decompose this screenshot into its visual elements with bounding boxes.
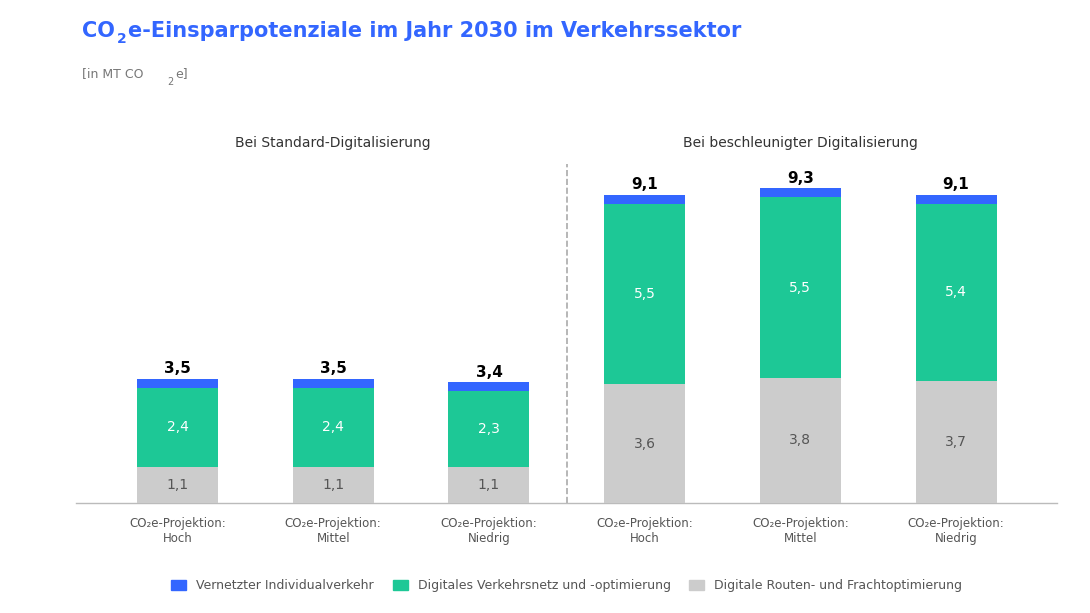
Text: 3,6: 3,6	[633, 436, 656, 451]
Legend: Vernetzter Individualverkehr, Digitales Verkehrsnetz und -optimierung, Digitale : Vernetzter Individualverkehr, Digitales …	[171, 579, 962, 592]
Text: 3,4: 3,4	[475, 365, 502, 379]
Text: 2: 2	[117, 32, 126, 47]
Text: e]: e]	[175, 67, 189, 80]
Text: 3,7: 3,7	[945, 435, 967, 449]
Text: 9,1: 9,1	[943, 177, 969, 192]
Bar	[604, 195, 686, 204]
Text: 5,5: 5,5	[789, 281, 811, 295]
Bar	[137, 466, 218, 503]
Text: 0,035: 0,035	[629, 194, 661, 204]
Bar	[760, 378, 840, 503]
Text: CO: CO	[82, 21, 114, 42]
Bar	[293, 466, 374, 503]
Text: 0,0030: 0,0030	[314, 378, 352, 388]
Text: e-Einsparpotenziale im Jahr 2030 im Verkehrssektor: e-Einsparpotenziale im Jahr 2030 im Verk…	[128, 21, 741, 42]
Text: 3,8: 3,8	[789, 433, 811, 447]
Bar	[293, 378, 374, 388]
Text: 5,4: 5,4	[945, 286, 967, 300]
Text: Bei Standard-Digitalisierung: Bei Standard-Digitalisierung	[235, 135, 431, 150]
Bar	[916, 194, 996, 204]
Text: 2: 2	[167, 77, 173, 86]
Text: 3,5: 3,5	[319, 361, 347, 376]
Bar	[604, 384, 686, 503]
Text: [in MT CO: [in MT CO	[82, 67, 143, 80]
Text: 0,0034: 0,0034	[158, 378, 197, 388]
Bar	[293, 388, 374, 466]
Bar	[916, 381, 996, 503]
Bar	[137, 378, 218, 388]
Bar	[760, 188, 840, 197]
Bar	[604, 204, 686, 384]
Bar	[760, 197, 840, 378]
Text: 1,1: 1,1	[323, 478, 344, 492]
Text: 2,4: 2,4	[167, 420, 189, 434]
Bar	[448, 391, 530, 466]
Text: 9,1: 9,1	[631, 177, 658, 192]
Bar	[448, 382, 530, 391]
Text: 1,1: 1,1	[477, 478, 500, 492]
Text: 9,3: 9,3	[787, 171, 814, 186]
Text: 0,023: 0,023	[941, 194, 972, 204]
Bar	[916, 204, 996, 381]
Bar	[137, 388, 218, 466]
Text: Bei beschleunigter Digitalisierung: Bei beschleunigter Digitalisierung	[683, 135, 918, 150]
Text: 3,5: 3,5	[165, 361, 191, 376]
Text: 0,029: 0,029	[785, 188, 816, 197]
Text: 0,0026: 0,0026	[470, 381, 508, 392]
Bar	[448, 466, 530, 503]
Text: 2,3: 2,3	[479, 422, 500, 436]
Text: 5,5: 5,5	[633, 287, 655, 301]
Text: 2,4: 2,4	[323, 420, 344, 434]
Text: 1,1: 1,1	[167, 478, 189, 492]
